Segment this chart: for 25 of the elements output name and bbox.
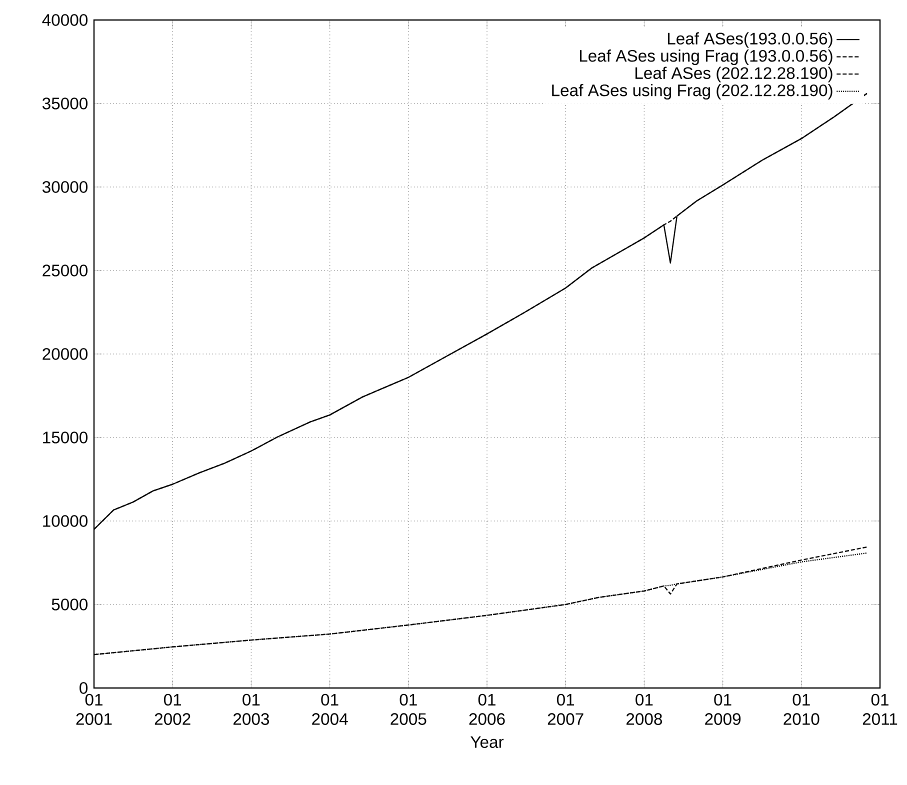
x-tick-label: 01 2008: [626, 694, 662, 725]
legend-label: Leaf ASes using Frag (193.0.0.56): [580, 50, 832, 66]
x-tick-label: 01 2003: [234, 694, 269, 725]
x-tick-label: 01 2001: [76, 694, 112, 725]
x-tick-label: 01 2010: [784, 694, 820, 725]
y-tick-label: 15000: [43, 432, 88, 444]
x-tick-label: 01 2005: [390, 694, 426, 725]
x-tick-label: 01 2007: [548, 694, 584, 725]
y-tick-label: 30000: [42, 181, 88, 193]
x-tick-label: 01 2004: [312, 694, 348, 725]
y-tick-label: 20000: [42, 348, 88, 360]
x-tick-label: 01 2002: [154, 694, 190, 725]
y-tick-label: 35000: [42, 98, 88, 110]
legend-label: Leaf ASes(193.0.0.56): [668, 32, 832, 48]
legend-label: Leaf ASes using Frag (202.12.28.190): [552, 84, 832, 100]
y-tick-label: 5000: [52, 598, 88, 610]
x-axis-title: Year: [470, 736, 504, 748]
x-tick-label: 01 2006: [469, 694, 505, 725]
y-tick-label: 25000: [42, 264, 88, 276]
y-tick-label: 10000: [43, 515, 88, 527]
x-tick-label: 01 2009: [705, 694, 741, 725]
y-tick-label: 0: [80, 682, 88, 694]
y-tick-label: 40000: [42, 14, 88, 26]
x-tick-label: 01 2011: [862, 694, 898, 725]
legend-label: Leaf ASes (202.12.28.190): [636, 66, 832, 82]
